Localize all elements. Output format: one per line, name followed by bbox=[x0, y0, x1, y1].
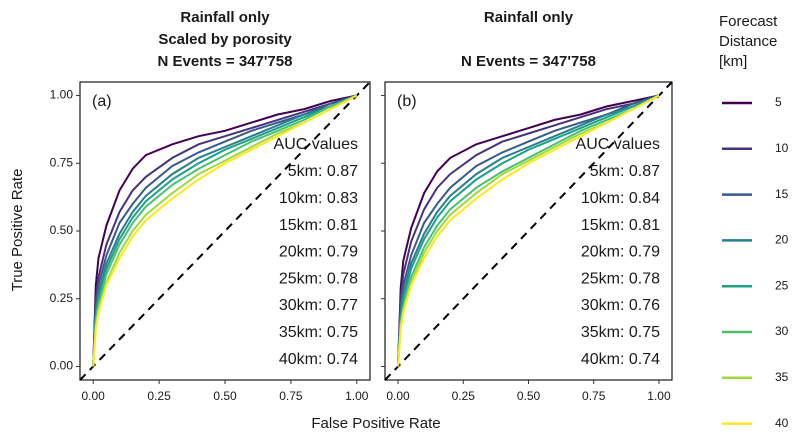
y-tick-label: 1.00 bbox=[50, 88, 74, 102]
legend-label: 20 bbox=[775, 233, 789, 247]
legend-label: 25 bbox=[775, 278, 789, 292]
panel-title: Scaled by porosity bbox=[158, 31, 292, 48]
x-tick-label: 0.25 bbox=[147, 389, 171, 403]
y-axis-label: True Positive Rate bbox=[9, 169, 26, 292]
y-tick-label: 0.75 bbox=[50, 155, 74, 169]
auc-label: 25km: 0.78 bbox=[279, 270, 358, 287]
roc-curve bbox=[92, 94, 358, 367]
auc-label: 25km: 0.78 bbox=[581, 270, 660, 287]
x-axis-label: False Positive Rate bbox=[311, 415, 440, 432]
auc-label: 30km: 0.76 bbox=[581, 297, 660, 314]
roc-curve bbox=[92, 94, 358, 367]
auc-label: 35km: 0.75 bbox=[279, 324, 358, 341]
annotation-title: AUC values bbox=[274, 136, 358, 153]
roc-curve bbox=[397, 94, 660, 367]
auc-label: 40km: 0.74 bbox=[581, 351, 660, 368]
legend-label: 10 bbox=[775, 141, 789, 155]
x-tick-label: 0.75 bbox=[279, 389, 303, 403]
x-tick-label: 0.50 bbox=[517, 389, 541, 403]
y-tick-label: 0.50 bbox=[50, 223, 74, 237]
panel-title: N Events = 347'758 bbox=[158, 53, 293, 70]
y-tick-label: 0.00 bbox=[50, 359, 74, 373]
panel-title: Rainfall only bbox=[484, 9, 574, 26]
roc-curve bbox=[397, 94, 660, 367]
x-tick-label: 0.50 bbox=[213, 389, 237, 403]
panel-label: (a) bbox=[92, 93, 112, 110]
panel-title: N Events = 347'758 bbox=[461, 53, 596, 70]
legend-label: 30 bbox=[775, 324, 789, 338]
x-tick-label: 0.25 bbox=[452, 389, 476, 403]
auc-label: 40km: 0.74 bbox=[279, 351, 358, 368]
auc-label: 15km: 0.81 bbox=[581, 217, 660, 234]
legend-label: 35 bbox=[775, 370, 789, 384]
auc-label: 30km: 0.77 bbox=[279, 297, 358, 314]
annotation-title: AUC values bbox=[576, 136, 660, 153]
auc-label: 10km: 0.83 bbox=[279, 190, 358, 207]
roc-curve bbox=[397, 94, 660, 367]
panel-title: Rainfall only bbox=[180, 9, 270, 26]
legend-title: Forecast bbox=[719, 13, 778, 30]
x-tick-label: 0.00 bbox=[386, 389, 410, 403]
legend-title: [km] bbox=[719, 53, 747, 70]
roc-curve bbox=[92, 94, 358, 367]
auc-label: 5km: 0.87 bbox=[590, 163, 660, 180]
x-tick-label: 1.00 bbox=[345, 389, 369, 403]
roc-curve bbox=[397, 94, 660, 367]
legend-label: 15 bbox=[775, 187, 789, 201]
legend-label: 40 bbox=[775, 416, 789, 430]
auc-label: 15km: 0.81 bbox=[279, 217, 358, 234]
roc-curve bbox=[92, 94, 358, 367]
x-tick-label: 0.00 bbox=[82, 389, 106, 403]
legend-title: Distance bbox=[719, 33, 777, 50]
auc-label: 35km: 0.75 bbox=[581, 324, 660, 341]
auc-label: 10km: 0.84 bbox=[581, 190, 660, 207]
auc-label: 5km: 0.87 bbox=[288, 163, 358, 180]
panel-label: (b) bbox=[397, 93, 417, 110]
auc-label: 20km: 0.79 bbox=[279, 244, 358, 261]
y-tick-label: 0.25 bbox=[50, 291, 74, 305]
x-tick-label: 0.75 bbox=[582, 389, 606, 403]
roc-curve bbox=[92, 94, 358, 367]
roc-curve bbox=[397, 94, 660, 367]
roc-curve bbox=[92, 94, 358, 367]
legend-label: 5 bbox=[775, 95, 782, 109]
auc-label: 20km: 0.79 bbox=[581, 244, 660, 261]
x-tick-label: 1.00 bbox=[647, 389, 671, 403]
